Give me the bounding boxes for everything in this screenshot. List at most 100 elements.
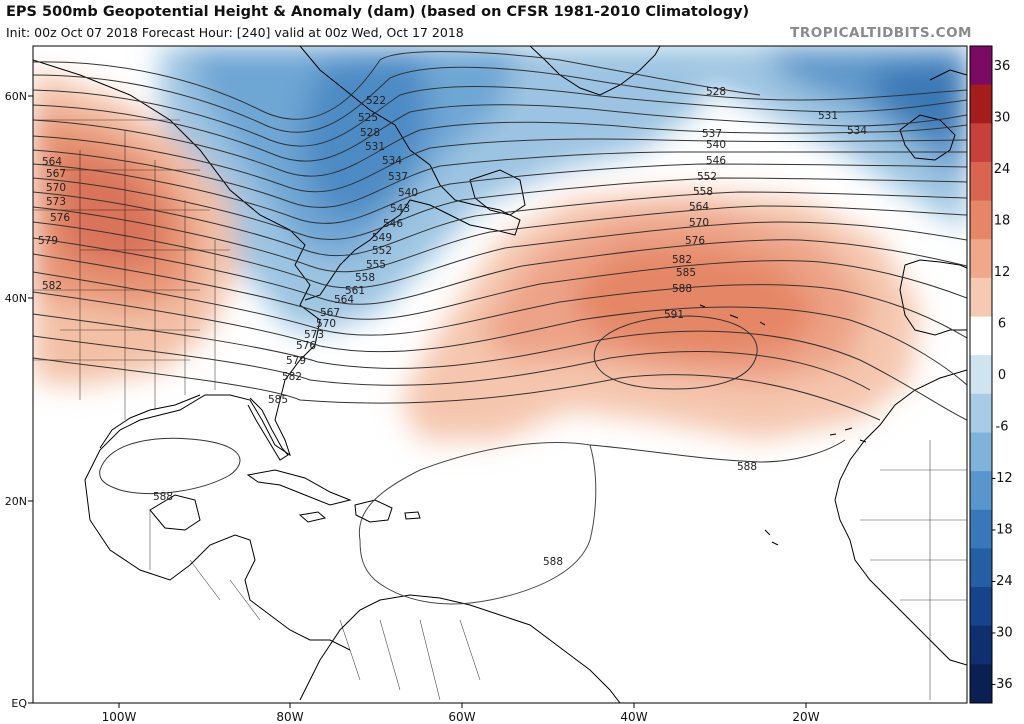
contour-label: 552 (697, 171, 717, 183)
contour-label: 564 (334, 294, 354, 306)
contour-label: 543 (390, 203, 410, 215)
colorbar-swatch (970, 393, 992, 433)
colorbar-tick-label: -6 (996, 420, 1009, 435)
colorbar-swatch (970, 355, 992, 395)
colorbar-tick-label: -36 (991, 677, 1012, 692)
contour-label: 561 (345, 285, 365, 297)
site-credit: TROPICALTIDBITS.COM (790, 25, 972, 41)
colorbar-swatch (970, 471, 992, 511)
contour-label: 531 (818, 110, 838, 122)
state-borders (33, 119, 967, 701)
colorbar-tick-label: 24 (994, 162, 1011, 177)
colorbar-swatch (970, 161, 992, 202)
contour-label: 540 (706, 139, 726, 151)
contour-label: 525 (358, 112, 378, 124)
lat-label: 40N (5, 292, 27, 305)
contour-label: 546 (383, 218, 403, 230)
contour-label: 528 (706, 86, 726, 98)
colorbar-tick-label: 36 (994, 59, 1011, 74)
contour-label: 570 (316, 318, 336, 330)
lon-label: 40W (620, 710, 647, 724)
colorbar-tick-label: 12 (994, 265, 1011, 280)
contour-label: 564 (689, 201, 709, 213)
contour-label: 582 (42, 280, 62, 292)
lon-label: 20W (792, 710, 819, 724)
lon-label: 80W (276, 710, 303, 724)
contour-label: 552 (372, 245, 392, 257)
contour-label: 534 (847, 125, 867, 137)
colorbar-tick-label: -30 (991, 626, 1012, 641)
lat-label: 20N (5, 495, 27, 508)
contour-label: 579 (286, 355, 306, 367)
colorbar-swatch (970, 200, 992, 240)
contour-label: 537 (702, 128, 722, 140)
anomaly-colorbar (969, 45, 993, 704)
colorbar-tick-label: 6 (998, 316, 1006, 331)
colorbar-tick-label: 18 (994, 213, 1011, 228)
colorbar-swatch (970, 46, 992, 86)
contour-label: 558 (355, 272, 375, 284)
contour-label: 576 (685, 235, 705, 247)
contour-label: 585 (268, 394, 288, 406)
contour-label: 567 (320, 307, 340, 319)
contour-labels: 522 525 528 531 534 537 540 543 546 549 … (38, 86, 867, 568)
contour-label: 546 (706, 155, 726, 167)
colorbar-ticks: 36 30 24 18 12 6 0 -6 -12 -18 -24 -30 -36 (991, 59, 1012, 692)
colorbar-swatch (970, 509, 992, 549)
colorbar-swatch (970, 123, 992, 163)
contour-label: 588 (737, 461, 757, 473)
contour-label: 588 (672, 283, 692, 295)
lat-label: 60N (5, 90, 27, 103)
colorbar-swatch (970, 316, 992, 356)
latitude-axis: 60N 40N 20N EQ (5, 90, 33, 710)
colorbar-swatch (970, 548, 992, 588)
contour-label: 555 (366, 259, 386, 271)
contour-label: 576 (50, 212, 70, 224)
lon-label: 60W (448, 710, 475, 724)
colorbar-tick-label: 30 (994, 110, 1011, 125)
height-contours (33, 51, 967, 605)
colorbar-swatch (970, 625, 992, 665)
colorbar-swatch (970, 277, 992, 318)
contour-label: 570 (689, 217, 709, 229)
colorbar-swatch (970, 84, 992, 124)
contour-label: 573 (304, 329, 324, 341)
contour-label: 522 (366, 95, 386, 107)
lat-label: EQ (11, 697, 27, 710)
contour-label: 588 (543, 556, 563, 568)
coastlines (33, 46, 967, 703)
colorbar-tick-label: -18 (991, 523, 1012, 538)
contour-label: 585 (676, 267, 696, 279)
lon-label: 100W (102, 710, 137, 724)
contour-label: 573 (46, 196, 66, 208)
map-subtitle: Init: 00z Oct 07 2018 Forecast Hour: [24… (6, 25, 464, 40)
anomaly-shading (33, 46, 967, 440)
contour-label: 576 (296, 340, 316, 352)
contour-label: 579 (38, 235, 58, 247)
contour-label: 531 (365, 141, 385, 153)
map-title: EPS 500mb Geopotential Height & Anomaly … (6, 4, 750, 20)
contour-label: 534 (382, 155, 402, 167)
longitude-axis: 100W 80W 60W 40W 20W (102, 703, 820, 724)
contour-label: 558 (693, 186, 713, 198)
colorbar-swatch (970, 587, 992, 627)
contour-label: 582 (672, 254, 692, 266)
contour-label: 549 (372, 232, 392, 244)
colorbar-frame (969, 45, 993, 704)
contour-label: 564 (42, 156, 62, 168)
contour-label: 567 (46, 168, 66, 180)
contour-label: 582 (282, 371, 302, 383)
colorbar-swatch (970, 239, 992, 279)
contour-label: 540 (398, 187, 418, 199)
colorbar-tick-label: -12 (991, 471, 1012, 486)
contour-label: 588 (153, 491, 173, 503)
contour-label: 537 (388, 171, 408, 183)
contour-label: 528 (360, 127, 380, 139)
colorbar-tick-label: -24 (991, 574, 1012, 589)
map-frame (32, 45, 968, 704)
colorbar-swatch (970, 664, 992, 704)
contour-label: 591 (664, 309, 684, 321)
colorbar-tick-label: 0 (998, 368, 1006, 383)
colorbar-swatch (970, 432, 992, 472)
